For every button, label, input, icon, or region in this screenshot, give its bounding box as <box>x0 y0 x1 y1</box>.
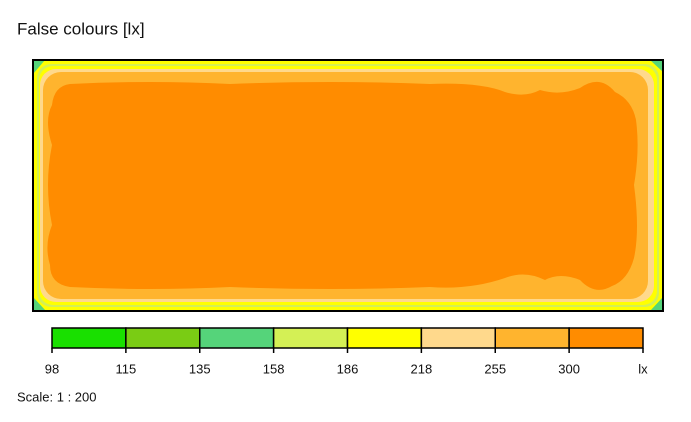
corner <box>33 60 45 74</box>
corner <box>33 297 46 311</box>
legend-cell <box>51 327 127 349</box>
legend-cell <box>125 327 201 349</box>
legend-label: 186 <box>337 361 359 376</box>
corner <box>650 60 663 72</box>
legend-unit: lx <box>638 361 648 376</box>
corner <box>650 297 663 311</box>
legend-label: 135 <box>189 361 211 376</box>
legend-label: 255 <box>484 361 506 376</box>
legend-label: 158 <box>263 361 285 376</box>
legend-label: 218 <box>411 361 433 376</box>
legend-cell <box>494 327 570 349</box>
legend-cell <box>199 327 275 349</box>
legend-label: 115 <box>116 361 137 376</box>
false-colour-map <box>32 59 664 312</box>
legend-cell <box>568 327 644 349</box>
legend-label: 300 <box>558 361 580 376</box>
legend-cell <box>272 327 349 349</box>
legend-label: 98 <box>45 361 59 376</box>
map-core <box>47 81 638 290</box>
title: False colours [lx] <box>17 19 145 38</box>
scale-note: Scale: 1 : 200 <box>17 389 97 404</box>
map-border <box>32 59 664 312</box>
legend-cell <box>346 327 423 349</box>
legend-cell <box>420 327 496 349</box>
legend: 98 115 135 158 186 218 255 300 lx <box>45 327 648 376</box>
